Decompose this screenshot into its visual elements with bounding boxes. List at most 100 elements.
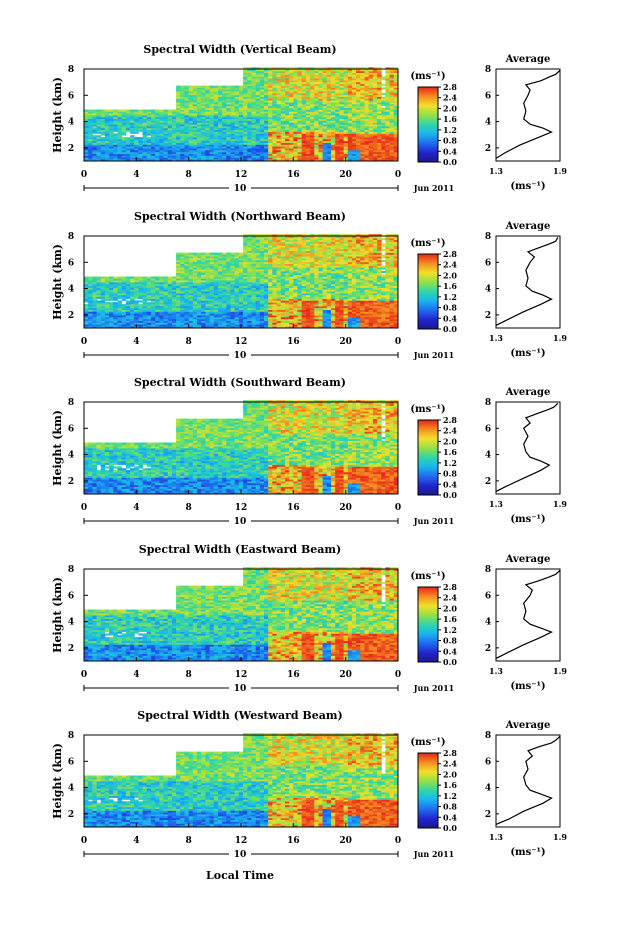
heatmap-cell [255, 80, 261, 83]
heatmap-cell [146, 276, 152, 279]
heatmap-cell [213, 267, 219, 270]
heatmap-cell [381, 148, 386, 151]
heatmap-cell [318, 118, 324, 121]
heatmap-cell [226, 122, 231, 125]
heatmap-cell [159, 307, 164, 310]
heatmap-cell [88, 278, 93, 281]
heatmap-cell [326, 138, 332, 142]
heatmap-cell [197, 107, 202, 110]
heatmap-cell [201, 142, 206, 145]
heatmap-cell [268, 107, 273, 110]
heatmap-cell [356, 85, 361, 88]
heatmap-cell [268, 252, 273, 255]
heatmap-cell [381, 96, 386, 99]
heatmap-cell [297, 124, 303, 127]
heatmap-cell [92, 113, 97, 116]
heatmap-cell [247, 81, 252, 85]
heatmap-cell [322, 67, 328, 70]
heatmap-cell [276, 126, 282, 129]
heatmap-cell [301, 124, 307, 127]
heatmap-cell [243, 153, 248, 156]
heatmap-cell [259, 271, 265, 274]
heatmap-cell [205, 148, 210, 151]
heatmap-cell [368, 107, 374, 110]
heatmap-cell [117, 135, 123, 138]
heatmap-cell [335, 96, 340, 99]
heatmap-cell [268, 111, 273, 114]
heatmap-cell [280, 115, 286, 118]
heatmap-cell [180, 115, 185, 118]
heatmap-cell [322, 78, 328, 81]
heatmap-cell [192, 89, 198, 92]
heatmap-cell [92, 282, 97, 285]
heatmap-cell [335, 67, 340, 70]
heatmap-cell [92, 115, 97, 118]
heatmap-cell [226, 307, 231, 310]
heatmap-cell [310, 131, 315, 134]
heatmap-cell [264, 271, 269, 274]
heatmap-cell [104, 153, 110, 156]
heatmap-cell [88, 113, 93, 116]
heatmap-cell [96, 318, 102, 321]
heatmap-cell [276, 324, 282, 327]
colorbar-tick-label: 0.4 [443, 146, 457, 156]
heatmap-cell [222, 126, 227, 129]
heatmap-cell [310, 115, 315, 118]
heatmap-cell [356, 100, 361, 103]
heatmap-cell [297, 98, 303, 101]
heatmap-cell [293, 92, 298, 96]
heatmap-cell [117, 318, 123, 321]
heatmap-cell [184, 111, 190, 114]
heatmap-cell [134, 320, 139, 323]
heatmap-cell [377, 98, 382, 101]
heatmap-cell [310, 159, 315, 162]
heatmap-cell [163, 289, 169, 292]
heatmap-cell [138, 322, 143, 325]
heatmap-cell [289, 74, 294, 77]
heatmap-cell [104, 307, 110, 310]
heatmap-cell [188, 294, 194, 298]
heatmap-cell [243, 245, 248, 248]
heatmap-cell [197, 298, 202, 301]
heatmap-cell [268, 135, 273, 138]
heatmap-cell [351, 129, 357, 132]
heatmap-cell [238, 137, 244, 140]
heatmap-cell [364, 98, 370, 101]
heatmap-cell [377, 100, 382, 103]
heatmap-cell [276, 294, 282, 298]
heatmap-cell [356, 138, 361, 142]
heatmap-cell [192, 126, 198, 129]
heatmap-cell [385, 102, 390, 105]
heatmap-cell [264, 234, 269, 237]
heatmap-cell [226, 131, 231, 134]
heatmap-cell [289, 148, 294, 151]
heatmap-cell [142, 146, 148, 149]
heatmap-cell [335, 131, 340, 134]
heatmap-cell [351, 69, 357, 72]
heatmap-cell [351, 67, 357, 70]
heatmap-cell [184, 317, 190, 320]
heatmap-cell [318, 135, 324, 138]
heatmap-cell [84, 289, 89, 292]
heatmap-cell [251, 285, 257, 288]
heatmap-cell [205, 122, 210, 125]
heatmap-cell [155, 324, 160, 327]
heatmap-cell [347, 150, 353, 153]
heatmap-cell [130, 155, 135, 158]
heatmap-cell [343, 124, 349, 127]
heatmap-cell [280, 69, 286, 72]
heatmap-cell [192, 124, 198, 127]
heatmap-cell [163, 137, 169, 140]
heatmap-cell [188, 296, 194, 299]
heatmap-cell [184, 269, 190, 272]
heatmap-cell [188, 124, 194, 127]
heatmap-cell [209, 322, 215, 325]
heatmap-cell [255, 159, 261, 162]
heatmap-cell [259, 137, 265, 140]
heatmap-cell [197, 258, 202, 261]
heatmap-cell [100, 159, 106, 162]
heatmap-cell [197, 113, 202, 116]
y-tick-label: 4 [68, 118, 74, 128]
heatmap-cell [247, 271, 252, 274]
heatmap-cell [209, 293, 215, 296]
